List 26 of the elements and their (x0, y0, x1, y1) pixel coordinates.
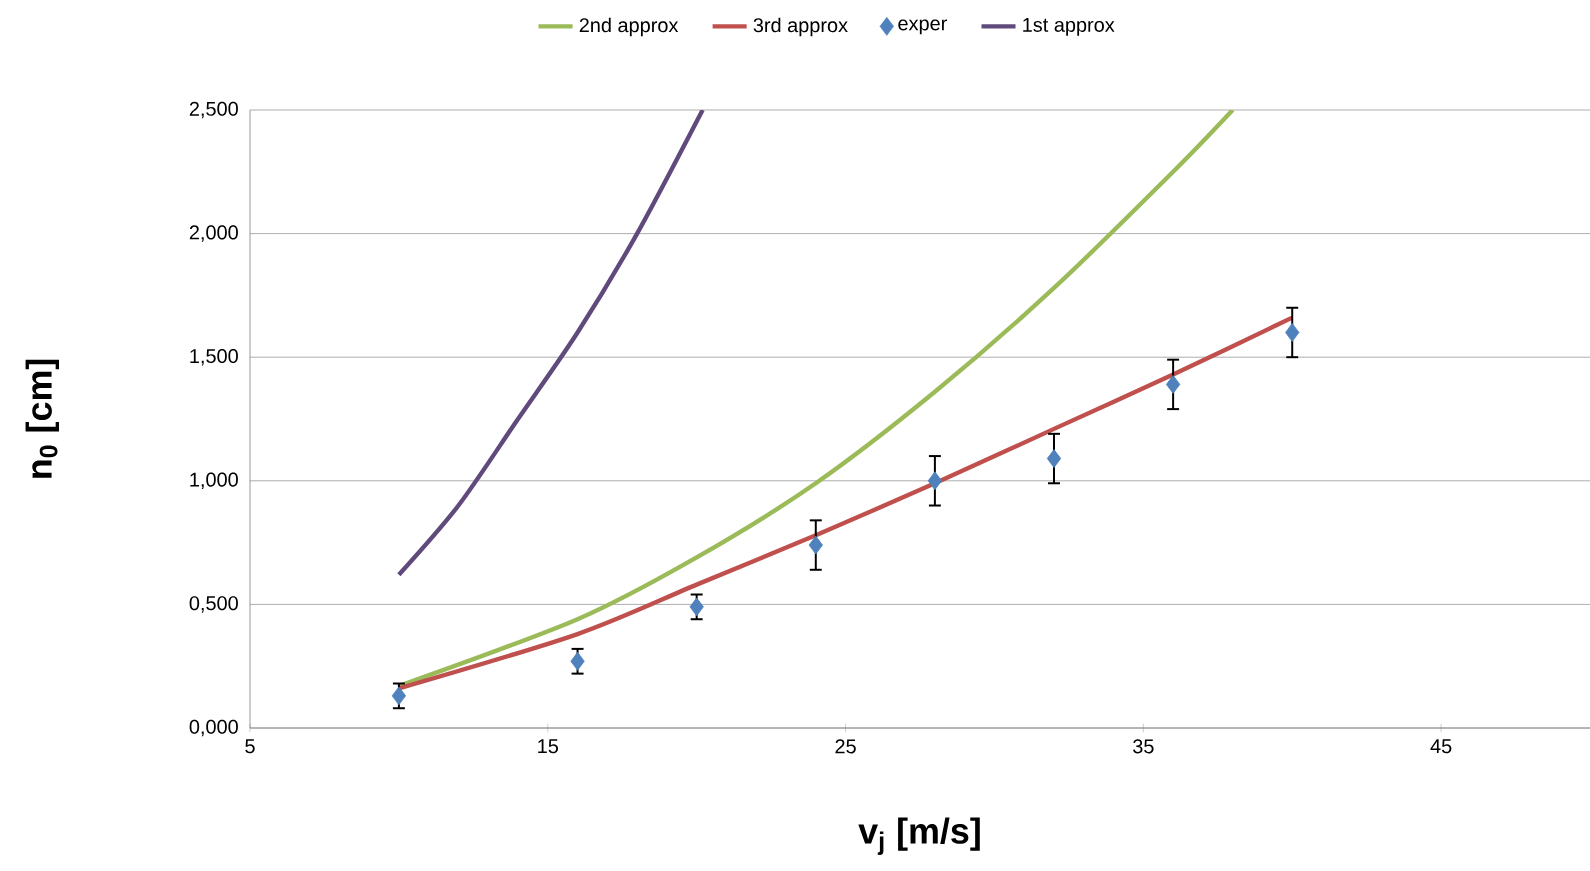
x-tick-label: 45 (1430, 739, 1452, 754)
point (689, 597, 704, 617)
legend-label: exper (898, 19, 947, 35)
point (927, 471, 943, 491)
point (1046, 449, 1062, 468)
legend-label: 3rd approx (753, 17, 848, 37)
point (1285, 323, 1300, 342)
point (1165, 375, 1181, 394)
legend-label: 2nd approx (579, 17, 679, 37)
point (391, 686, 407, 706)
x-tick-label: 25 (835, 739, 856, 754)
x-tick-label: 15 (538, 739, 559, 754)
y-tick-label: 0,500 (189, 596, 238, 613)
y-axis-title: n$_{0}$ [cm] (25, 359, 60, 478)
y-tick-label: 0,000 (189, 719, 238, 737)
point (570, 651, 585, 671)
y-tick-label: 1,500 (190, 348, 238, 366)
x-axis-title: v$_{j}$ [m/s] (858, 817, 980, 855)
x-tick-label: 35 (1133, 739, 1154, 754)
point (808, 535, 823, 555)
y-tick-label: 1,000 (190, 472, 238, 490)
x-tick-label: 5 (245, 739, 255, 754)
y-tick-label: 2,500 (189, 101, 238, 119)
line-series (396, 109, 705, 577)
legend-label: 1st approx (1023, 17, 1115, 36)
y-tick-label: 2,000 (189, 225, 238, 242)
